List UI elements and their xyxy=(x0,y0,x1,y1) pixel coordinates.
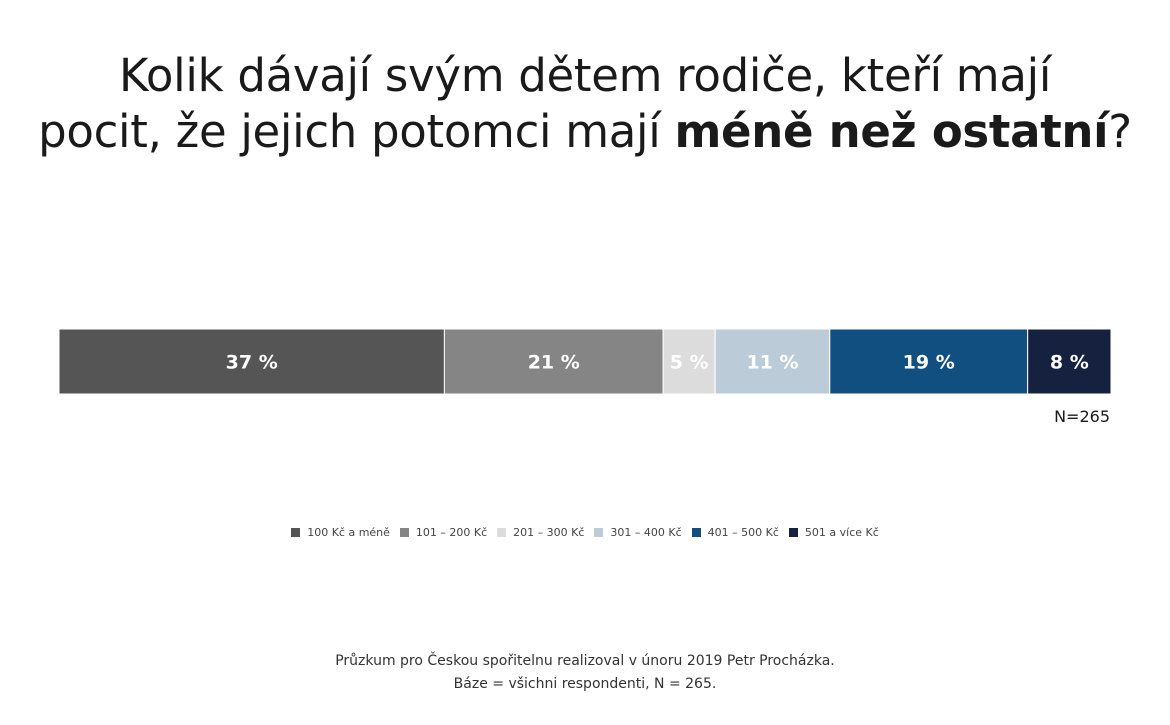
legend-label: 201 – 300 Kč xyxy=(513,526,585,539)
legend-label: 101 – 200 Kč xyxy=(415,526,488,539)
legend-item-3: 201 – 300 Kč xyxy=(497,526,584,539)
bar-data-label-4: 11 % xyxy=(746,352,798,374)
chart-legend: 100 Kč a méně 101 – 200 Kč 201 – 300 Kč 301… xyxy=(0,526,1170,539)
bar-segment-1 xyxy=(58,328,445,395)
stacked-bar-chart: 37 % 21 % 5 % 11 % 19 % 8 % xyxy=(58,328,1112,395)
bar-data-label-2: 21 % xyxy=(528,352,580,374)
bar-data-label-6: 8 % xyxy=(1050,352,1089,374)
legend-swatch xyxy=(291,528,301,537)
legend-item-1: 100 Kč a méně xyxy=(291,526,390,539)
title-line-2-end: ? xyxy=(1108,105,1132,158)
chart-title: Kolik dávají svým dětem rodiče, kteří ma… xyxy=(0,48,1170,160)
title-line-2: pocit, že jejich potomci mají méně než o… xyxy=(0,104,1170,160)
legend-item-4: 301 – 400 Kč xyxy=(594,526,682,539)
legend-item-2: 101 – 200 Kč xyxy=(399,526,488,539)
legend-swatch xyxy=(497,528,507,537)
legend-item-5: 401 – 500 Kč xyxy=(691,526,779,539)
legend-label: 301 – 400 Kč xyxy=(610,526,682,539)
bar-segment-3 xyxy=(662,328,716,395)
title-line-1: Kolik dávají svým dětem rodiče, kteří ma… xyxy=(118,49,1052,102)
bar-segment-5 xyxy=(829,328,1029,395)
legend-label: 100 Kč a méně xyxy=(307,526,390,539)
legend-swatch xyxy=(399,528,409,537)
bar-data-label-1: 37 % xyxy=(226,352,278,374)
legend-swatch xyxy=(594,528,604,537)
bar-data-label-5: 19 % xyxy=(903,352,955,374)
footer-line-1: Průzkum pro Českou spořitelnu realizoval… xyxy=(335,653,835,669)
legend-label: 501 a více Kč xyxy=(804,526,879,539)
legend-label: 401 – 500 Kč xyxy=(707,526,779,539)
sample-size-label: N=265 xyxy=(1054,407,1110,426)
footer-line-2: Báze = všichni respondenti, N = 265. xyxy=(453,676,717,692)
legend-swatch xyxy=(788,528,798,537)
bar-segment-6 xyxy=(1027,328,1112,395)
footer-note: Průzkum pro Českou spořitelnu realizoval… xyxy=(0,650,1170,696)
legend-item-6: 501 a více Kč xyxy=(788,526,879,539)
bar-segment-2 xyxy=(443,328,664,395)
legend-swatch xyxy=(691,528,701,537)
bar-data-label-3: 5 % xyxy=(670,352,709,374)
title-line-2-regular: pocit, že jejich potomci mají xyxy=(38,105,675,158)
title-line-2-bold: méně než ostatní xyxy=(674,105,1109,158)
bar-segment-4 xyxy=(714,328,831,395)
